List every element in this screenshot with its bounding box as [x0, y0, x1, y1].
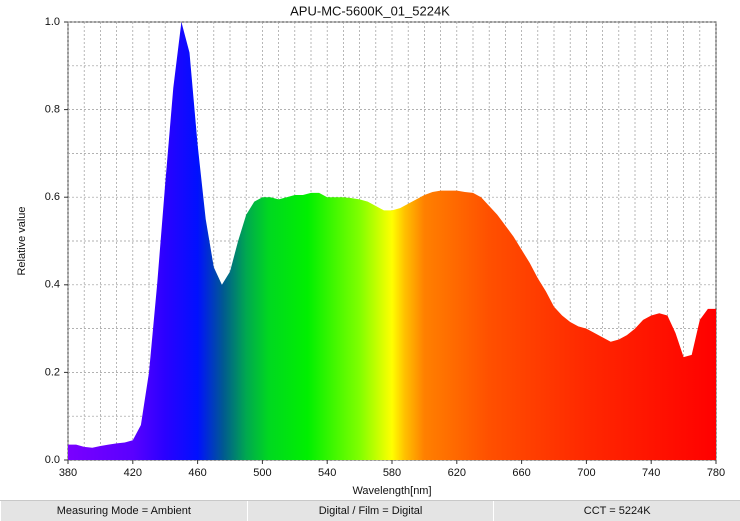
- status-cell: Digital / Film = Digital: [246, 501, 494, 521]
- status-bar: Measuring Mode = Ambient Digital / Film …: [0, 500, 740, 521]
- x-tick-label: 740: [642, 467, 660, 479]
- x-tick-label: 540: [318, 467, 336, 479]
- status-cell: Measuring Mode = Ambient: [0, 501, 247, 521]
- y-tick-label: 0.6: [45, 191, 60, 203]
- x-tick-label: 660: [512, 467, 530, 479]
- x-tick-label: 580: [383, 467, 401, 479]
- x-tick-label: 460: [188, 467, 206, 479]
- y-axis-label: Relative value: [16, 206, 28, 275]
- y-tick-label: 0.4: [45, 279, 60, 291]
- spectrum-area: [68, 22, 716, 460]
- chart: APU-MC-5600K_01_5224K Wavelength[nm] Rel…: [16, 3, 725, 497]
- y-tick-label: 0.2: [45, 366, 60, 378]
- y-tick-label: 0.0: [45, 454, 60, 466]
- x-tick-label: 500: [253, 467, 271, 479]
- x-tick-label: 420: [124, 467, 142, 479]
- x-tick-label: 780: [707, 467, 725, 479]
- y-tick-label: 0.8: [45, 104, 60, 116]
- y-tick-label: 1.0: [45, 16, 60, 28]
- x-axis-label: Wavelength[nm]: [352, 485, 431, 497]
- x-tick-label: 700: [577, 467, 595, 479]
- chart-title: APU-MC-5600K_01_5224K: [290, 3, 450, 18]
- x-tick-label: 380: [59, 467, 77, 479]
- status-cell: CCT = 5224K: [493, 501, 740, 521]
- x-tick-label: 620: [448, 467, 466, 479]
